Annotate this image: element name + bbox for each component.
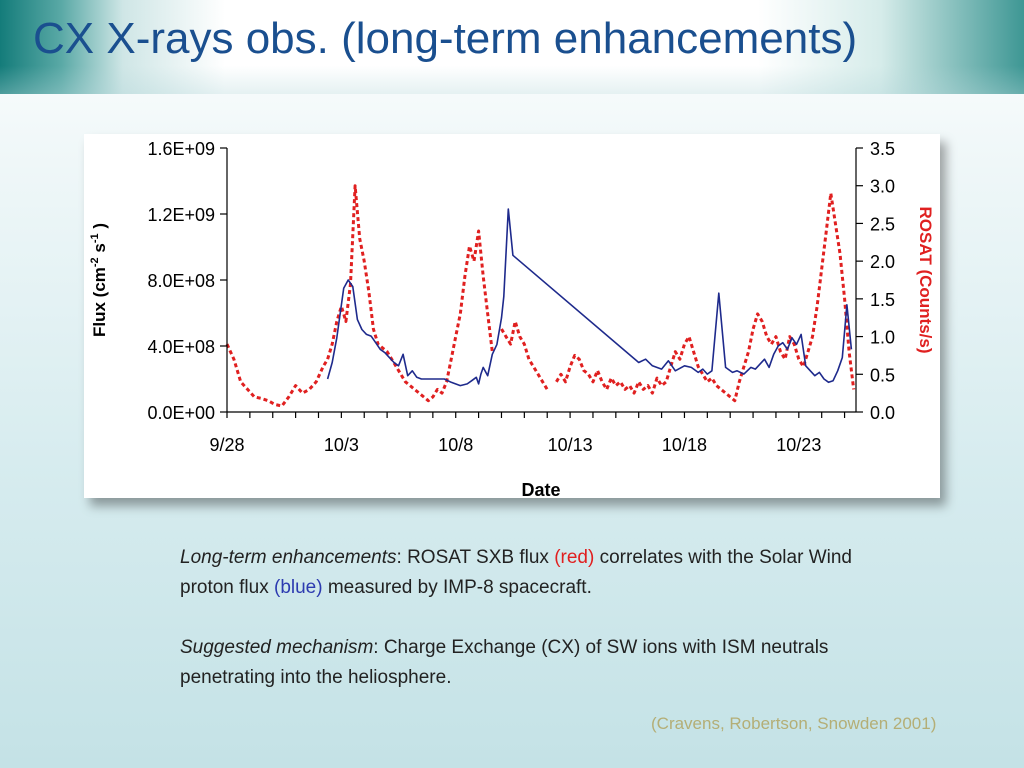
caption: Long-term enhancements: ROSAT SXB flux (…	[180, 543, 880, 693]
y-right-tick-label: 2.5	[870, 214, 895, 234]
y-left-tick-label: 1.2E+09	[147, 205, 215, 225]
rosat-series-line	[225, 184, 856, 408]
x-tick-label: 10/18	[662, 435, 707, 455]
y-axis-left-label: Flux (cm-2 s-1 )	[89, 223, 109, 337]
y-axis-right-label: ROSAT (Counts/s)	[916, 206, 935, 353]
y-right-tick-label: 3.0	[870, 177, 895, 197]
flux-series-line	[326, 208, 853, 387]
y-right-tick-label: 3.5	[870, 139, 895, 159]
y-left-tick-label: 8.0E+08	[147, 271, 215, 291]
caption-paragraph-2: Suggested mechanism: Charge Exchange (CX…	[180, 637, 829, 688]
y-left-tick-label: 4.0E+08	[147, 337, 215, 357]
y-left-tick-label: 0.0E+00	[147, 403, 215, 423]
reference-citation: (Cravens, Robertson, Snowden 2001)	[651, 714, 937, 733]
x-tick-label: 10/23	[776, 435, 821, 455]
y-left-tick-label: 1.6E+09	[147, 139, 215, 159]
x-tick-label: 9/28	[209, 435, 244, 455]
caption-paragraph-1: Long-term enhancements: ROSAT SXB flux (…	[180, 547, 852, 598]
y-right-tick-label: 1.0	[870, 328, 895, 348]
title-bar	[0, 0, 1024, 94]
red-legend-word: (red)	[554, 547, 595, 568]
y-right-tick-label: 0.0	[870, 403, 895, 423]
x-tick-label: 10/13	[548, 435, 593, 455]
y-right-tick-label: 0.5	[870, 365, 895, 385]
blue-legend-word: (blue)	[274, 577, 323, 598]
x-axis-label: Date	[521, 480, 560, 498]
flux-rosat-chart: 0.0E+00 4.0E+08 8.0E+08 1.2E+09 1.6E+09 0.0 0.…	[89, 139, 935, 498]
y-right-tick-label: 1.5	[870, 290, 895, 310]
x-tick-label: 10/8	[438, 435, 473, 455]
x-tick-label: 10/3	[324, 435, 359, 455]
chart-panel: 0.0E+00 4.0E+08 8.0E+08 1.2E+09 1.6E+09 0.0 0.…	[84, 134, 940, 498]
slide-title: CX X-rays obs. (long-term enhancements)	[33, 14, 858, 63]
y-right-tick-label: 2.0	[870, 252, 895, 272]
